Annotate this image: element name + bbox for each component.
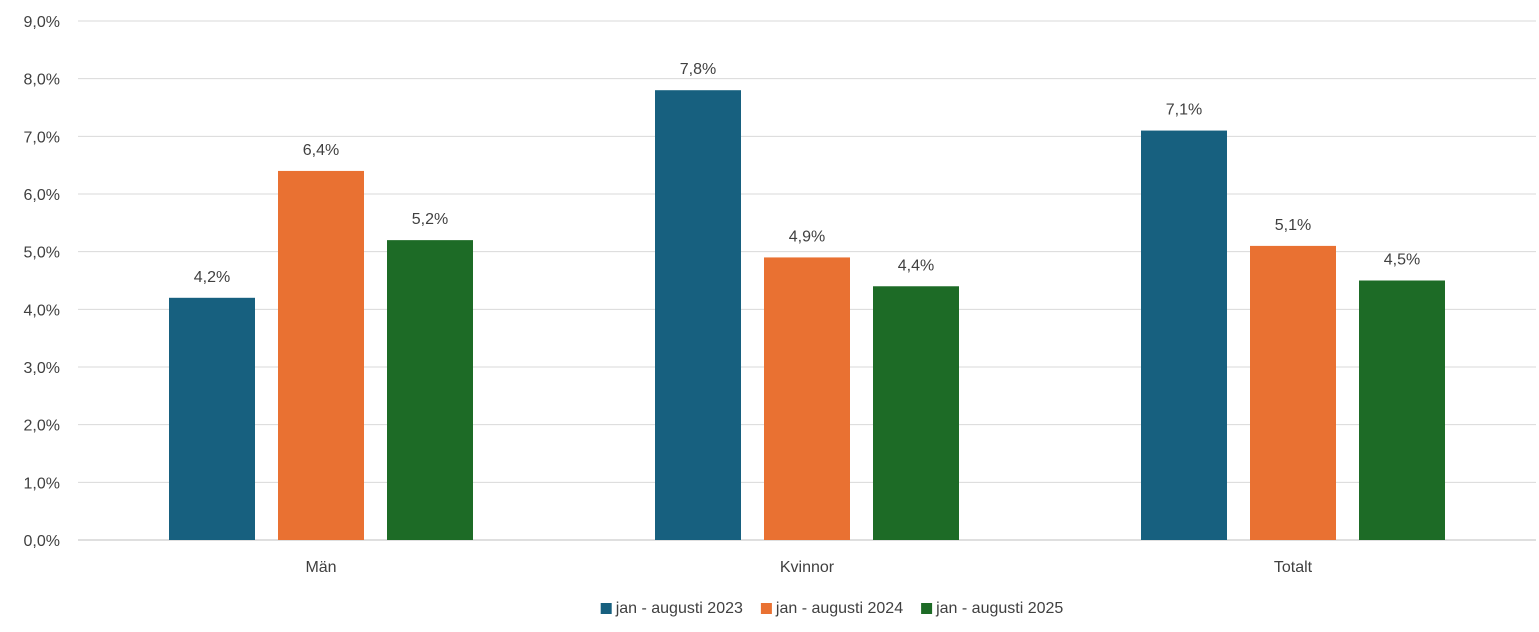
legend-swatch: [760, 603, 772, 614]
bar: [278, 170, 364, 540]
data-labels: 4,2% 6,4% 5,2% 7,8% 4,9% 4,4% 7,1% 5,1% 4,5%: [194, 61, 1420, 286]
data-label: 7,8%: [680, 61, 716, 78]
data-label: 4,2%: [194, 269, 230, 286]
legend-label: jan - augusti 2024: [775, 600, 903, 617]
bar: [764, 257, 850, 540]
data-label: 6,4%: [303, 142, 339, 159]
legend-item: jan - augusti 2024: [760, 600, 903, 617]
bar: [873, 286, 959, 540]
y-tick-label: 7,0%: [24, 129, 60, 146]
y-tick-label: 6,0%: [24, 187, 60, 204]
bar: [1250, 245, 1336, 540]
x-axis-category-labels: Män Kvinnor Totalt: [305, 559, 1312, 576]
legend-swatch: [921, 603, 933, 614]
y-tick-label: 0,0%: [24, 533, 60, 550]
data-label: 5,1%: [1275, 217, 1311, 234]
bar: [1141, 130, 1227, 541]
y-tick-label: 4,0%: [24, 302, 60, 319]
x-tick-label: Män: [305, 559, 336, 576]
y-tick-label: 2,0%: [24, 418, 60, 435]
bar: [1359, 280, 1445, 540]
y-tick-label: 5,0%: [24, 245, 60, 262]
legend-item: jan - augusti 2023: [600, 600, 743, 617]
y-tick-label: 9,0%: [24, 14, 60, 31]
legend-swatch: [600, 603, 612, 614]
bar: [387, 240, 473, 540]
bars: [169, 90, 1445, 541]
data-label: 4,4%: [898, 257, 934, 274]
x-tick-label: Totalt: [1274, 559, 1313, 576]
data-label: 4,5%: [1384, 252, 1420, 269]
data-label: 5,2%: [412, 211, 448, 228]
x-tick-label: Kvinnor: [780, 559, 835, 576]
legend-label: jan - augusti 2023: [615, 600, 743, 617]
data-label: 4,9%: [789, 228, 825, 245]
legend-label: jan - augusti 2025: [935, 600, 1063, 617]
y-tick-label: 8,0%: [24, 72, 60, 89]
y-tick-label: 3,0%: [24, 360, 60, 377]
legend: jan - augusti 2023 jan - augusti 2024 jan …: [600, 600, 1063, 617]
data-label: 7,1%: [1166, 102, 1202, 119]
y-tick-label: 1,0%: [24, 475, 60, 492]
y-axis-tick-labels: 0,0% 1,0% 2,0% 3,0% 4,0% 5,0% 6,0% 7,0% 8,0% 9,0%: [24, 14, 60, 550]
legend-item: jan - augusti 2025: [921, 600, 1063, 617]
bar: [655, 90, 741, 540]
bar: [169, 297, 255, 540]
